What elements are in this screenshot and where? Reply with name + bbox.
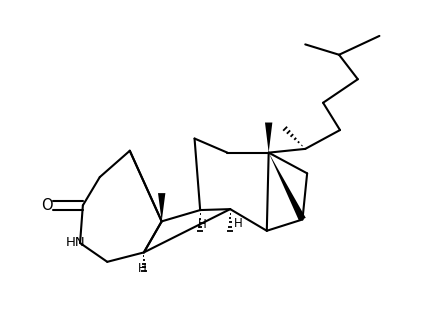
Text: O: O [41, 198, 52, 213]
Text: H: H [234, 217, 243, 230]
Text: H: H [198, 218, 207, 231]
Text: HN: HN [65, 236, 85, 249]
Polygon shape [269, 153, 306, 221]
Polygon shape [158, 193, 165, 221]
Text: H: H [137, 262, 146, 275]
Polygon shape [265, 123, 272, 153]
